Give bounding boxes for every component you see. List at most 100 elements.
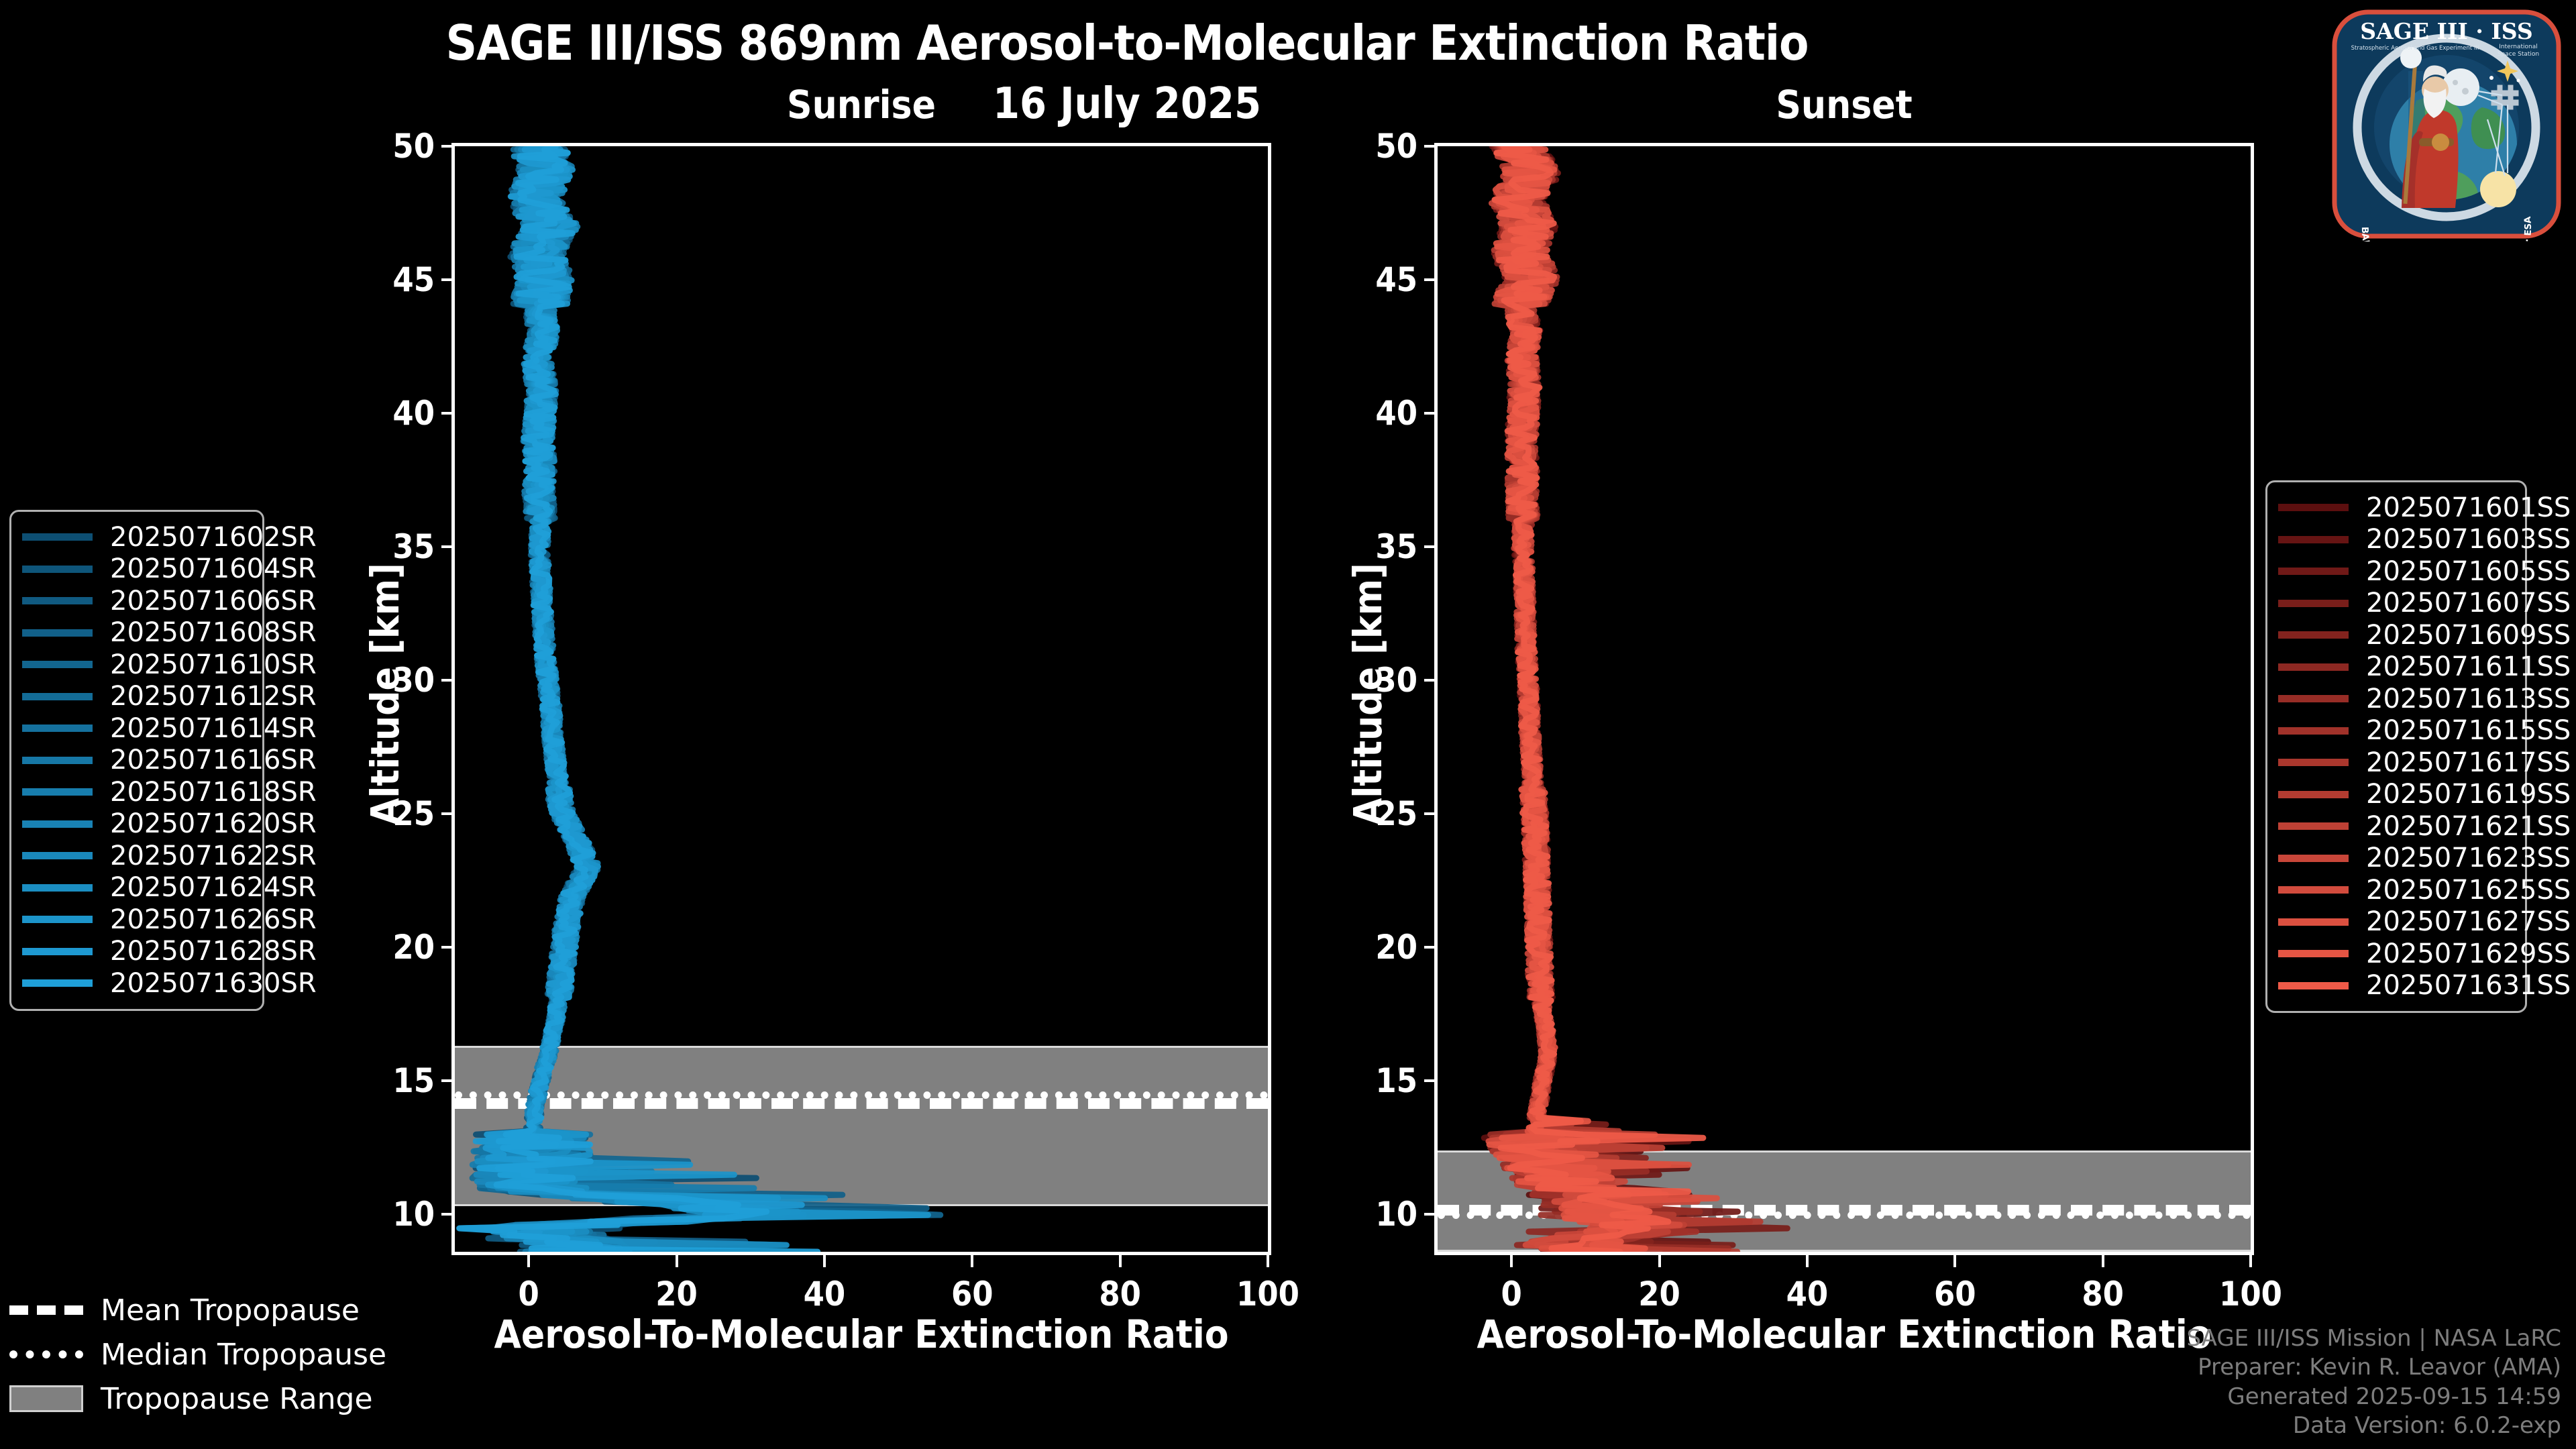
legend-item-label: 2025071601SS [2366, 492, 2571, 523]
legend-line-swatch-icon [2278, 599, 2349, 607]
y-tick-label-sunrise-45: 45 [392, 260, 435, 300]
legend-item-sunset[interactable]: 2025071609SS [2278, 619, 2571, 651]
legend-item-label: 2025071602SR [110, 521, 317, 553]
legend-line-swatch-icon [2278, 918, 2349, 926]
legend-item-sunset[interactable]: 2025071615SS [2278, 715, 2571, 747]
y-tick-label-sunrise-20: 20 [392, 928, 435, 967]
legend-item-sunrise[interactable]: 2025071628SR [22, 936, 317, 968]
legend-line-swatch-icon [2278, 727, 2349, 735]
plot-sunrise[interactable] [451, 143, 1271, 1255]
x-tick-label-sunrise-60: 60 [951, 1275, 994, 1313]
y-tick-label-sunset-45: 45 [1375, 260, 1417, 300]
legend-item-sunset[interactable]: 2025071619SS [2278, 779, 2571, 811]
y-tick-label-sunrise-15: 15 [392, 1061, 435, 1101]
legend-item-sunset[interactable]: 2025071631SS [2278, 970, 2571, 1002]
page-title: SAGE III/ISS 869nm Aerosol-to-Molecular … [445, 15, 1809, 71]
credits-block: SAGE III/ISS Mission | NASA LaRC Prepare… [2186, 1324, 2561, 1441]
legend-item-label: 2025071610SR [110, 649, 317, 680]
legend-item-sunrise[interactable]: 2025071618SR [22, 776, 317, 808]
x-tick-mark-sunset-20 [1658, 1255, 1661, 1267]
axis-title-x-sunrise: Aerosol-To-Molecular Extinction Ratio [494, 1311, 1229, 1357]
svg-text:International: International [2499, 44, 2537, 50]
legend-item-sunset[interactable]: 2025071621SS [2278, 810, 2571, 843]
legend-item-sunrise[interactable]: 2025071612SR [22, 681, 317, 713]
legend-line-swatch-icon [22, 724, 93, 733]
legend-item-label: 2025071603SS [2366, 524, 2571, 555]
legend-line-swatch-icon [22, 629, 93, 637]
gray-patch-icon [9, 1385, 83, 1412]
legend-item-label: 2025071625SS [2366, 874, 2571, 906]
legend-item-sunrise[interactable]: 2025071606SR [22, 585, 317, 617]
legend-item-sunrise[interactable]: 2025071614SR [22, 712, 317, 745]
legend-item-sunrise[interactable]: 2025071608SR [22, 617, 317, 649]
legend-line-swatch-icon [22, 756, 93, 764]
legend-item-sunset[interactable]: 2025071625SS [2278, 874, 2571, 906]
legend-item-sunrise[interactable]: 2025071620SR [22, 808, 317, 841]
tropopause-key: Mean Tropopause Median Tropopause Tropop… [9, 1288, 387, 1421]
key-row-mean-tropopause: Mean Tropopause [9, 1288, 385, 1332]
legend-item-sunrise[interactable]: 2025071616SR [22, 745, 317, 777]
axis-title-x-sunset: Aerosol-To-Molecular Extinction Ratio [1477, 1311, 2212, 1357]
legend-item-sunrise[interactable]: 2025071626SR [22, 904, 317, 936]
x-tick-mark-sunrise-100 [1267, 1255, 1269, 1267]
legend-line-swatch-icon [2278, 854, 2349, 862]
legend-item-sunset[interactable]: 2025071603SS [2278, 524, 2571, 556]
median-tropopause-line-sunset [1438, 1212, 2251, 1220]
legend-item-label: 2025071620SR [110, 808, 317, 840]
legend-item-sunset[interactable]: 2025071613SS [2278, 683, 2571, 715]
credits-line-preparer: Preparer: Kevin R. Leavor (AMA) [2198, 1354, 2561, 1381]
legend-item-sunset[interactable]: 2025071601SS [2278, 492, 2571, 524]
legend-item-label: 2025071607SS [2366, 588, 2571, 619]
legend-item-label: 2025071624SR [110, 872, 317, 904]
legend-item-sunrise[interactable]: 2025071624SR [22, 872, 317, 904]
legend-item-sunset[interactable]: 2025071629SS [2278, 938, 2571, 970]
legend-item-label: 2025071631SS [2366, 970, 2571, 1002]
legend-item-label: 2025071612SR [110, 681, 317, 712]
legend-item-label: 2025071623SS [2366, 843, 2571, 874]
legend-item-sunset[interactable]: 2025071605SS [2278, 555, 2571, 588]
axis-title-y-sunset: Altitude [km] [1345, 563, 1391, 825]
axis-title-y-sunrise: Altitude [km] [362, 563, 408, 825]
legend-item-label: 2025071619SS [2366, 779, 2571, 810]
legend-item-label: 2025071621SS [2366, 810, 2571, 842]
legend-line-swatch-icon [2278, 695, 2349, 703]
legend-item-label: 2025071613SS [2366, 683, 2571, 714]
legend-line-swatch-icon [2278, 504, 2349, 512]
x-tick-mark-sunrise-20 [675, 1255, 678, 1267]
legend-item-label: 2025071629SS [2366, 938, 2571, 969]
y-tick-label-sunrise-10: 10 [392, 1195, 435, 1234]
legend-sunrise[interactable]: 2025071602SR 2025071604SR 2025071606SR 2025… [9, 510, 317, 1011]
panel-title-sunset: Sunset [1776, 82, 1913, 127]
dotted-line-icon [9, 1350, 83, 1358]
key-label-tropopause-range: Tropopause Range [101, 1381, 373, 1416]
legend-item-sunrise[interactable]: 2025071602SR [22, 521, 317, 553]
y-tick-label-sunrise-35: 35 [392, 527, 435, 567]
legend-item-sunset[interactable]: 2025071623SS [2278, 843, 2571, 875]
x-tick-label-sunset-20: 20 [1638, 1275, 1680, 1313]
legend-item-sunrise[interactable]: 2025071630SR [22, 967, 317, 1000]
key-label-median-tropopause: Median Tropopause [101, 1337, 387, 1372]
legend-item-sunrise[interactable]: 2025071604SR [22, 553, 317, 586]
y-tick-label-sunset-35: 35 [1375, 527, 1417, 567]
legend-item-sunrise[interactable]: 2025071610SR [22, 649, 317, 681]
legend-line-swatch-icon [2278, 759, 2349, 767]
legend-item-sunset[interactable]: 2025071627SS [2278, 906, 2571, 938]
legend-line-swatch-icon [2278, 535, 2349, 543]
legend-item-label: 2025071615SS [2366, 715, 2571, 747]
legend-item-label: 2025071627SS [2366, 906, 2571, 938]
legend-item-label: 2025071616SR [110, 745, 317, 776]
sage-iii-iss-mission-patch-logo: SAGE III · ISS Stratospheric Aerosol and… [2332, 9, 2561, 241]
plot-sunset[interactable] [1434, 143, 2254, 1255]
legend-sunset[interactable]: 2025071601SS 2025071603SS 2025071605SS 2025… [2265, 480, 2571, 1013]
legend-item-sunset[interactable]: 2025071607SS [2278, 588, 2571, 620]
mean-tropopause-line-sunrise [455, 1098, 1268, 1110]
legend-item-label: 2025071630SR [110, 967, 317, 999]
legend-item-sunrise[interactable]: 2025071622SR [22, 840, 317, 872]
x-tick-label-sunrise-80: 80 [1099, 1275, 1141, 1313]
x-tick-mark-sunrise-60 [971, 1255, 974, 1267]
legend-item-sunset[interactable]: 2025071617SS [2278, 747, 2571, 779]
legend-line-swatch-icon [22, 916, 93, 924]
legend-item-sunset[interactable]: 2025071611SS [2278, 651, 2571, 684]
x-tick-label-sunset-0: 0 [1501, 1275, 1522, 1313]
x-tick-label-sunrise-100: 100 [1236, 1275, 1299, 1313]
